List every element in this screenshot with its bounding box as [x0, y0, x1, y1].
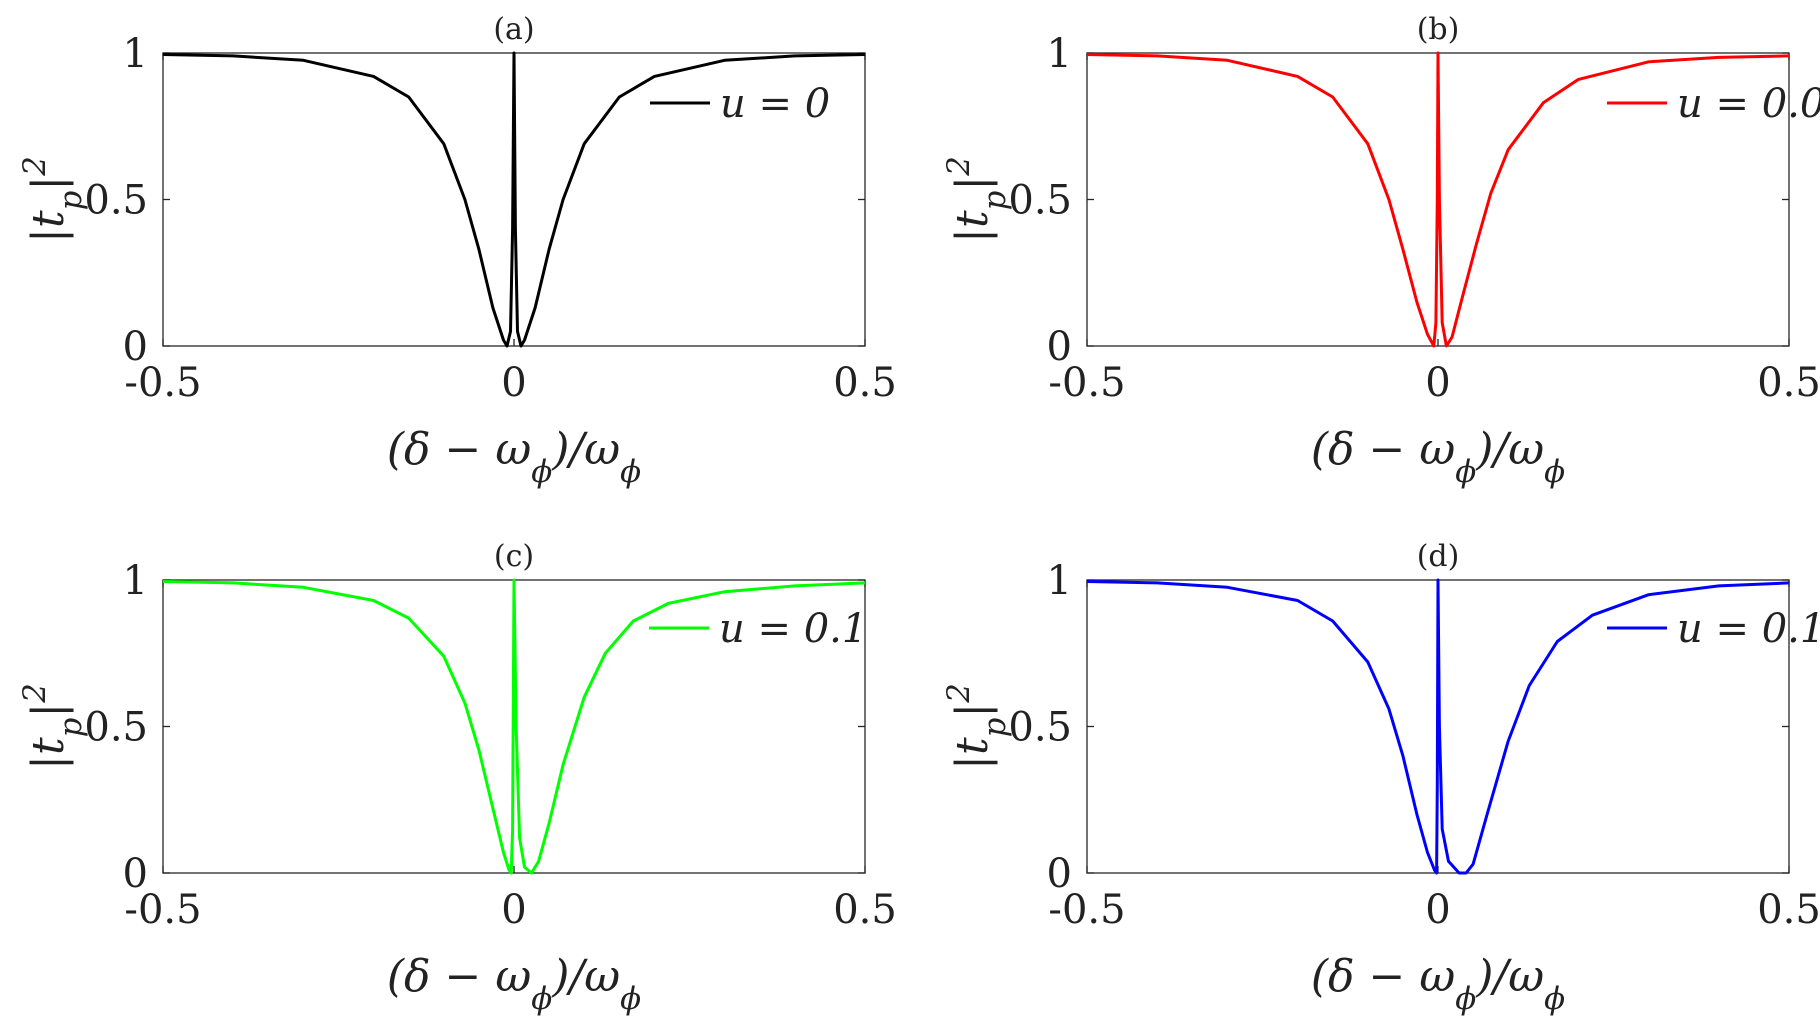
y-tick-label: 1	[1047, 31, 1072, 77]
x-tick-label: -0.5	[1048, 887, 1125, 933]
y-tick-label: 0	[123, 324, 148, 370]
x-tick-label: -0.5	[124, 360, 201, 406]
chart-panel-d: -0.500.500.51(d)(δ − ωϕ)/ωϕ|tp|2u = 0.17	[941, 539, 1820, 1017]
y-tick-label: 0	[1047, 851, 1072, 897]
y-axis-label: |tp|2	[941, 683, 1013, 770]
panel-title: (a)	[493, 12, 534, 47]
panel-title: (d)	[1417, 539, 1460, 574]
x-tick-label: 0.5	[833, 887, 897, 933]
x-axis-label: (δ − ωϕ)/ωϕ	[387, 424, 641, 490]
x-tick-label: -0.5	[124, 887, 201, 933]
x-tick-label: 0.5	[1757, 360, 1820, 406]
series-line	[1086, 51, 1790, 348]
x-tick-label: 0	[1425, 887, 1450, 933]
y-tick-label: 1	[1047, 558, 1072, 604]
y-tick-label: 0	[1047, 324, 1072, 370]
x-tick-label: -0.5	[1048, 360, 1125, 406]
y-axis-label: |tp|2	[941, 156, 1013, 243]
legend-label: u = 0.05	[1677, 81, 1820, 127]
x-tick-label: 0	[501, 887, 526, 933]
x-tick-label: 0	[501, 360, 526, 406]
legend-label: u = 0	[720, 81, 830, 127]
y-tick-label: 1	[123, 31, 148, 77]
y-tick-label: 0	[123, 851, 148, 897]
panel-title: (c)	[494, 539, 534, 574]
x-tick-label: 0.5	[833, 360, 897, 406]
x-axis-label: (δ − ωϕ)/ωϕ	[1311, 424, 1565, 490]
y-tick-label: 0.5	[84, 178, 148, 224]
y-tick-label: 1	[123, 558, 148, 604]
series-line	[162, 578, 866, 875]
legend-label: u = 0.1	[719, 606, 867, 652]
y-tick-label: 0.5	[1008, 178, 1072, 224]
x-tick-label: 0	[1425, 360, 1450, 406]
x-axis-label: (δ − ωϕ)/ωϕ	[387, 951, 641, 1017]
y-axis-label: |tp|2	[17, 156, 89, 243]
x-tick-label: 0.5	[1757, 887, 1820, 933]
chart-panel-c: -0.5 0 0.500.51(c)(δ − ωϕ)/ωϕ|tp|2u = 0.1	[17, 539, 897, 1017]
legend-label: u = 0.17	[1677, 606, 1820, 652]
panel-title: (b)	[1417, 12, 1460, 47]
series-line	[1086, 578, 1790, 875]
chart-panel-a: -0.5 0 0.500.51(a)(δ − ωϕ)/ωϕ|tp|2u = 0	[17, 12, 897, 490]
series-line	[162, 51, 866, 348]
y-axis-label: |tp|2	[17, 683, 89, 770]
y-tick-label: 0.5	[84, 705, 148, 751]
y-tick-label: 0.5	[1008, 705, 1072, 751]
chart-panel-b: -0.500.500.51(b)(δ − ωϕ)/ωϕ|tp|2u = 0.05	[941, 12, 1820, 490]
x-axis-label: (δ − ωϕ)/ωϕ	[1311, 951, 1565, 1017]
